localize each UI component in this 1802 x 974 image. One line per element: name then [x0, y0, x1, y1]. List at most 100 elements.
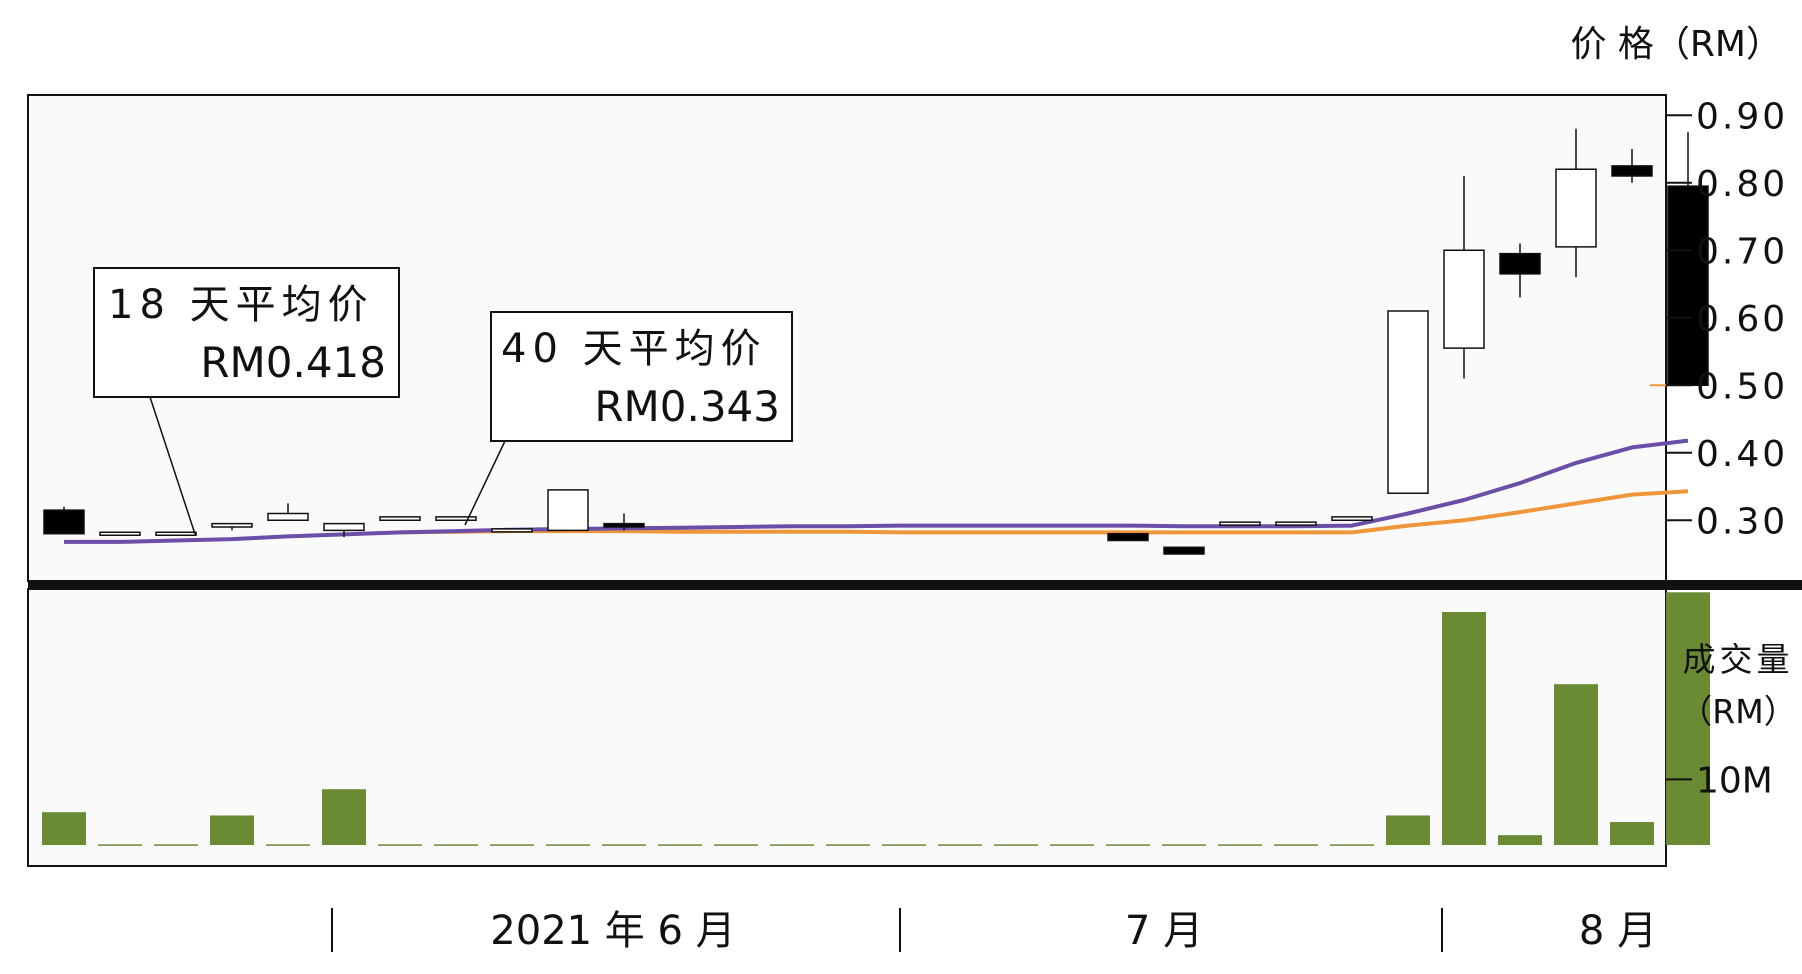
volume-bar [1498, 835, 1542, 845]
candle-body-up [1219, 521, 1261, 526]
candle-body-up [267, 512, 309, 521]
ma40-annotation-box [490, 311, 793, 442]
candle [603, 513, 645, 531]
candle-body-up [1387, 310, 1429, 494]
volume-bar [322, 789, 366, 845]
ma18-line [64, 438, 1689, 544]
candle [1275, 521, 1317, 526]
candle [1611, 149, 1653, 183]
ma40-annotation-title: 40 天平均价 [501, 326, 767, 372]
volume-bar [1442, 611, 1486, 845]
candle [1443, 176, 1485, 379]
candle [491, 528, 533, 533]
price-tick-label: 0.50 [1696, 366, 1788, 407]
price-tick-label: 0.70 [1696, 231, 1788, 272]
x-label-aug: 8 月 [1579, 908, 1657, 954]
candle-body-up [1331, 516, 1373, 521]
candle-body-down [43, 509, 85, 535]
candle-body-up [547, 489, 589, 532]
volume-bar [1666, 592, 1710, 845]
candle [1107, 533, 1149, 542]
volume-bar [1610, 822, 1654, 845]
volume-bar [1050, 844, 1094, 846]
volume-bar [490, 844, 534, 846]
candle [1667, 132, 1709, 386]
volume-axis: 10M [1666, 760, 1773, 801]
x-label-jun-2021: 2021 年 6 月 [490, 908, 735, 954]
volume-bar [1274, 844, 1318, 846]
candle-body-up [1443, 249, 1485, 349]
ma18-leader-line [149, 396, 196, 535]
price-tick-label: 0.60 [1696, 299, 1788, 340]
volume-bar [770, 844, 814, 846]
candle [547, 489, 589, 532]
candlestick-series [43, 128, 1709, 555]
price-axis: 0.90 0.80 0.70 0.60 0.50 0.40 0.30 [1666, 96, 1788, 542]
volume-bar [1554, 684, 1598, 845]
candle-body-down [603, 522, 645, 528]
volume-bar [1386, 815, 1430, 845]
candle [43, 506, 85, 535]
candle-body-up [491, 528, 533, 533]
volume-bar [98, 844, 142, 846]
candle [267, 503, 309, 521]
volume-bar [1330, 844, 1374, 846]
price-axis-unit-label: 价 格（RM） [1570, 24, 1782, 65]
candle-body-down [1107, 533, 1149, 542]
volume-axis-unit-label-line1: 成交量 [1683, 640, 1794, 679]
candle-body-up [211, 522, 253, 528]
candle [1331, 516, 1373, 521]
price-tick-label: 0.80 [1696, 164, 1788, 205]
volume-bar [826, 844, 870, 846]
price-tick-label: 0.30 [1696, 501, 1788, 542]
panel-divider [28, 580, 1802, 590]
ma40-leader-line [464, 440, 506, 526]
ma18-annotation-title: 18 天平均价 [108, 282, 374, 328]
candle [155, 531, 197, 536]
volume-bar [602, 844, 646, 846]
volume-bar [714, 844, 758, 846]
candle [379, 516, 421, 521]
candle-body-up [1275, 521, 1317, 526]
ma18-annotation-value: RM0.418 [200, 338, 386, 387]
candle [1163, 546, 1205, 555]
candle [1387, 310, 1429, 494]
candle [1499, 243, 1541, 298]
candle-body-up [323, 522, 365, 532]
volume-bar [210, 815, 254, 845]
volume-bar [546, 844, 590, 846]
moving-average-lines [64, 384, 1689, 544]
volume-bar [266, 844, 310, 846]
volume-bar [1162, 844, 1206, 846]
ma40-line [399, 489, 1689, 535]
candle-body-up [435, 516, 477, 521]
volume-bar [658, 844, 702, 846]
volume-tick-label: 10M [1696, 760, 1773, 801]
volume-bars [42, 592, 1710, 846]
volume-bar [1106, 844, 1150, 846]
volume-bar [938, 844, 982, 846]
ma18-annotation-box [93, 267, 400, 398]
volume-bar [434, 844, 478, 846]
volume-bar [882, 844, 926, 846]
volume-bar [994, 844, 1038, 846]
candle-body-down [1611, 165, 1653, 177]
candle-body-up [1555, 168, 1597, 248]
ma40-annotation-value: RM0.343 [594, 382, 780, 431]
candle [211, 522, 253, 531]
volume-axis-unit-label-line2: （RM） [1679, 692, 1796, 731]
candle-body-down [1667, 185, 1709, 386]
candle-body-down [1163, 546, 1205, 555]
x-label-jul: 7 月 [1125, 908, 1203, 954]
price-tick-label: 0.40 [1696, 434, 1788, 475]
price-tick-label: 0.90 [1696, 96, 1788, 137]
volume-bar [42, 812, 86, 845]
candle-body-up [99, 531, 141, 536]
candle-body-up [379, 516, 421, 521]
candle-body-up [155, 531, 197, 536]
candle [1219, 521, 1261, 526]
volume-bar [154, 844, 198, 846]
candle [99, 531, 141, 536]
candle-body-down [1499, 252, 1541, 275]
